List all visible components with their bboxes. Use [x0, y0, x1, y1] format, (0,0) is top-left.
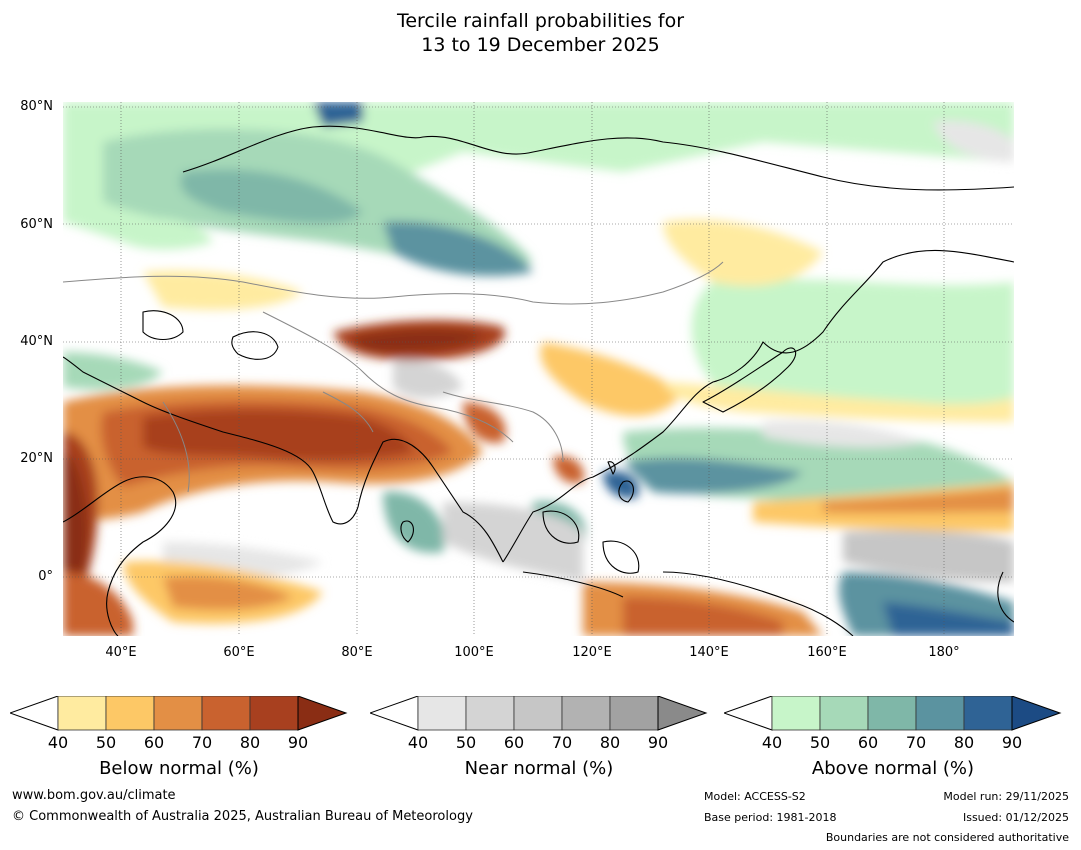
- below-normal-colorbar: [10, 696, 348, 731]
- near-swatch-70: [561, 696, 611, 731]
- above-swatch-60: [867, 696, 917, 731]
- above-swatch-40: [771, 696, 821, 731]
- below-swatch-80: [249, 696, 299, 731]
- model-run-date: Model run: 29/11/2025: [943, 790, 1069, 803]
- near-tick-70: 70: [551, 733, 573, 752]
- near-tick-90: 90: [647, 733, 669, 752]
- lon-label-80e: 80°E: [341, 645, 373, 660]
- lat-label-40n: 40°N: [20, 334, 53, 349]
- above-swatch-50: [819, 696, 869, 731]
- below-extend-low: [10, 696, 59, 731]
- website-link[interactable]: www.bom.gov.au/climate: [12, 788, 176, 803]
- lon-label-120e: 120°E: [572, 645, 612, 660]
- below-swatch-40: [57, 696, 107, 731]
- below-normal-title: Below normal (%): [99, 758, 259, 779]
- below-swatch-50: [105, 696, 155, 731]
- above-tick-90: 90: [1001, 733, 1023, 752]
- below-swatch-70: [201, 696, 251, 731]
- near-swatch-50: [465, 696, 515, 731]
- above-tick-70: 70: [905, 733, 927, 752]
- near-tick-40: 40: [407, 733, 429, 752]
- above-normal-colorbar: [724, 696, 1062, 731]
- below-tick-50: 50: [95, 733, 117, 752]
- above-tick-60: 60: [857, 733, 879, 752]
- lon-label-160e: 160°E: [807, 645, 847, 660]
- near-tick-50: 50: [455, 733, 477, 752]
- above-swatch-80: [963, 696, 1013, 731]
- lon-label-140e: 140°E: [689, 645, 729, 660]
- below-extend-high: [297, 696, 348, 731]
- below-tick-70: 70: [191, 733, 213, 752]
- above-extend-low: [724, 696, 773, 731]
- boundaries-disclaimer: Boundaries are not considered authoritat…: [825, 831, 1069, 844]
- above-tick-80: 80: [953, 733, 975, 752]
- near-swatch-80: [609, 696, 659, 731]
- near-extend-low: [370, 696, 419, 731]
- title-line-1: Tercile rainfall probabilities for: [396, 10, 685, 32]
- model-name: Model: ACCESS-S2: [704, 790, 806, 803]
- near-extend-high: [657, 696, 708, 731]
- near-tick-80: 80: [599, 733, 621, 752]
- near-swatch-60: [513, 696, 563, 731]
- below-swatch-60: [153, 696, 203, 731]
- above-swatch-70: [915, 696, 965, 731]
- below-tick-80: 80: [239, 733, 261, 752]
- base-period: Base period: 1981-2018: [704, 811, 837, 824]
- map-svg: [63, 102, 1014, 636]
- issued-date: Issued: 01/12/2025: [962, 811, 1069, 824]
- lat-label-60n: 60°N: [20, 217, 53, 232]
- below-tick-60: 60: [143, 733, 165, 752]
- coastlines: [63, 125, 1014, 636]
- above-tick-40: 40: [761, 733, 783, 752]
- country-borders: [63, 261, 724, 493]
- lat-label-0: 0°: [38, 569, 53, 584]
- above-extend-high: [1011, 696, 1062, 731]
- rainfall-probability-map: [63, 102, 1014, 636]
- below-tick-90: 90: [287, 733, 309, 752]
- below-tick-40: 40: [47, 733, 69, 752]
- lat-label-80n: 80°N: [20, 99, 53, 114]
- copyright-text: © Commonwealth of Australia 2025, Austra…: [12, 809, 473, 824]
- map-title: Tercile rainfall probabilities for 13 to…: [0, 9, 1081, 57]
- near-tick-60: 60: [503, 733, 525, 752]
- near-normal-title: Near normal (%): [464, 758, 614, 779]
- title-line-2: 13 to 19 December 2025: [421, 34, 660, 56]
- near-swatch-40: [417, 696, 467, 731]
- above-normal-title: Above normal (%): [811, 758, 975, 779]
- lat-label-20n: 20°N: [20, 451, 53, 466]
- above-tick-50: 50: [809, 733, 831, 752]
- lon-label-100e: 100°E: [454, 645, 494, 660]
- near-normal-colorbar: [370, 696, 708, 731]
- lon-label-40e: 40°E: [105, 645, 137, 660]
- lon-label-60e: 60°E: [223, 645, 255, 660]
- lon-label-180: 180°: [928, 645, 960, 660]
